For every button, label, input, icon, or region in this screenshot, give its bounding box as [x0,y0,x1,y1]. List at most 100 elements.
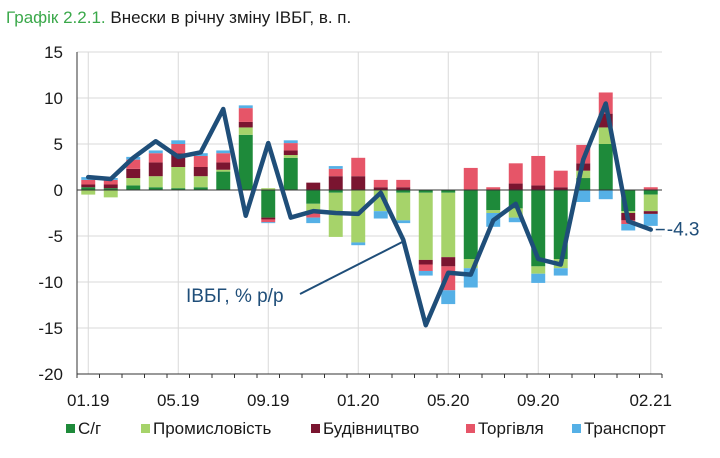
bar-segment [328,190,343,193]
bar-segment [283,157,298,190]
bar-segment [643,194,658,212]
bar-segment [441,190,456,193]
bar-segment [171,144,186,154]
bar-segment [418,190,433,193]
bar-segment [328,176,343,190]
bar-segment [351,242,366,246]
bar-segment [306,213,321,218]
bar-segment [171,188,186,190]
bar-segment [126,185,141,190]
bar-segment [238,105,253,109]
bar-segment [261,217,276,220]
bar-segment [328,166,343,169]
bar-segment [171,167,186,189]
bar-segment [508,183,523,190]
bar-segment [193,187,208,190]
bar-segment [643,213,658,226]
bar-segment [216,169,231,172]
bar-segment [238,121,253,128]
bar-segment [576,190,591,202]
bar-segment [283,143,298,151]
y-tick-label: -15 [38,319,63,338]
bar-segment [238,134,253,190]
line-series-label: ІВБГ, % р/р [186,286,284,307]
bar-segment [216,162,231,170]
legend-label: С/г [78,419,101,438]
y-tick-label: -20 [38,365,63,384]
bar-segment [193,176,208,188]
bar-segment [306,182,321,190]
bar-segment [351,190,366,243]
bar-segment [283,155,298,158]
bar-segment [216,150,231,154]
bar-segment [508,163,523,184]
bar-segment [261,222,276,224]
bar-segment [81,190,96,195]
bar-stacks [81,92,658,305]
bar-segment [531,266,546,274]
x-tick-label: 09.20 [517,391,560,410]
bar-segment [283,150,298,156]
bar-segment [576,170,591,179]
bar-segment [238,108,253,122]
bar-segment [531,155,546,186]
bar-segment [486,210,501,213]
bar-segment [418,259,433,265]
bar-segment [103,179,118,185]
bar-segment [306,217,321,224]
bar-segment [283,140,298,144]
bar-segment [148,150,163,154]
bar-segment [553,170,568,188]
bar-segment [396,179,411,188]
bar-segment [148,153,163,163]
y-tick-label: 5 [54,135,63,154]
bar-segment [463,167,478,190]
bar-segment [328,168,343,177]
y-tick-label: -10 [38,273,63,292]
bar-segment [126,168,141,179]
bar-segment [508,217,523,223]
bar-segment [441,257,456,267]
bar-segment [598,190,613,200]
bar-segment [373,187,388,190]
bar-segment [148,162,163,177]
bar-segment [81,187,96,190]
gridlines [77,51,662,374]
legend-swatch [141,424,150,433]
bar-segment [126,178,141,186]
bar-segment [193,155,208,167]
bar-segment [418,270,433,276]
bar-segment [643,190,658,195]
y-tick-label: 0 [54,181,63,200]
legend-swatch [572,424,581,433]
bar-segment [351,157,366,177]
ivbg-line [86,101,653,328]
y-tick-label: 15 [44,43,63,62]
x-tick-label: 02.21 [629,391,672,410]
bar-segment [373,211,388,219]
bar-segment [81,179,96,185]
bar-segment [508,208,523,218]
chart-title-text: Внески в річну зміну ІВБГ, в. п. [110,8,352,27]
bar-segment [396,192,411,221]
bar-segment [463,259,478,269]
legend-label: Будівництво [323,419,419,438]
bar-segment [216,171,231,190]
bar-segment [553,268,568,276]
chart-title: Графік 2.2.1. Внески в річну зміну ІВБГ,… [6,8,351,28]
bar-segment [126,159,141,169]
bar-segment [171,140,186,144]
bar-segment [441,290,456,305]
bar-segment [306,190,321,204]
legend-swatch [66,424,75,433]
legend-label: Торгівля [478,419,544,438]
bar-segment [531,273,546,283]
bar-segment [418,264,433,271]
bar-segment [396,220,411,224]
bar-segment [238,127,253,135]
bar-segment [261,190,276,218]
bar-segment [643,187,658,190]
bar-segment [531,185,546,190]
